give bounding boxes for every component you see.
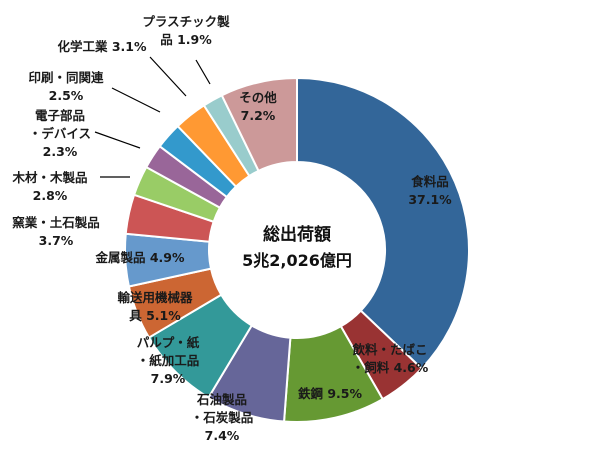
slice-label-10: 電子部品・デバイス 2.3%: [29, 108, 91, 159]
leader-line-10: [94, 131, 141, 149]
slice-label-12: 化学工業 3.1%: [57, 39, 146, 54]
leader-line-13: [195, 59, 211, 85]
slice-label-9: 木材・木製品 2.8%: [11, 170, 87, 203]
leader-line-11: [111, 87, 161, 113]
slice-label-5: パルプ・紙・紙加工品 7.9%: [137, 335, 200, 386]
slice-1: [296, 76, 470, 370]
slice-label-14: その他 7.2%: [239, 90, 277, 123]
slice-label-3: 鉄鋼 9.5%: [298, 386, 362, 401]
slice-14: [220, 76, 298, 173]
center-value: 5兆2,026億円: [242, 251, 352, 270]
slice-label-4: 石油製品・石炭製品 7.4%: [191, 392, 254, 443]
leader-line-12: [149, 56, 187, 97]
slice-label-2: 飲料・たばこ・飼料 4.6%: [351, 342, 428, 375]
slice-label-6: 輸送用機械器具 5.1%: [117, 290, 193, 323]
slice-label-8: 窯業・土石製品 3.7%: [12, 215, 100, 248]
center-title: 総出荷額: [263, 224, 331, 245]
slice-label-1: 食料品 37.1%: [408, 174, 452, 207]
slice-label-11: 印刷・同関連 2.5%: [28, 70, 104, 103]
slice-label-7: 金属製品 4.9%: [94, 250, 184, 265]
slice-label-13: プラスチック製品 1.9%: [142, 14, 230, 47]
